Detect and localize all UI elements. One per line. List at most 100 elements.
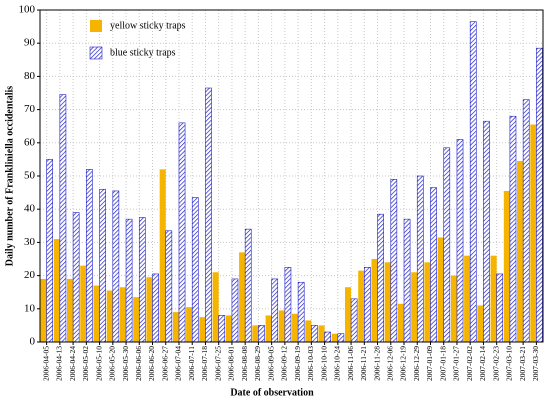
bar	[384, 262, 391, 342]
bar	[72, 212, 80, 343]
x-tick-label: 2006-09-19	[293, 346, 302, 381]
x-tick-label: 2006-07-25	[213, 346, 222, 381]
x-tick-label: 2007-02-23	[491, 346, 500, 381]
bar	[403, 218, 411, 343]
bar	[530, 124, 537, 342]
bar	[225, 315, 232, 342]
bar	[503, 190, 510, 342]
x-tick-label: 2006-05-20	[108, 346, 117, 381]
bar	[278, 310, 285, 342]
bar	[106, 290, 113, 342]
x-tick-label: 2007-03-21	[518, 346, 527, 381]
x-tick-label: 2007-03-10	[505, 346, 514, 381]
bar	[239, 252, 246, 342]
x-tick-label: 2006-12-19	[399, 346, 408, 381]
x-tick-label: 2006-07-04	[174, 346, 183, 381]
bar	[53, 239, 60, 342]
bar	[159, 169, 166, 342]
x-tick-label: 2006-12-06	[385, 346, 394, 381]
bar	[437, 237, 444, 342]
bar	[456, 139, 464, 343]
x-tick-label: 2006-11-21	[359, 346, 368, 381]
y-axis-title: Daily number of Frankliniella occidental…	[4, 86, 15, 266]
y-tick-label: 30	[24, 236, 36, 248]
bar	[337, 333, 345, 343]
bar	[311, 325, 318, 343]
x-axis-title: Date of observation	[230, 387, 314, 398]
bar	[138, 217, 146, 343]
bar	[252, 325, 259, 342]
x-tick-label: 2007-03-30	[531, 346, 540, 381]
bar	[186, 307, 193, 342]
x-tick-label: 2006-08-29	[253, 346, 262, 381]
bar	[172, 312, 179, 342]
legend-swatch	[89, 46, 103, 60]
bar	[469, 21, 477, 343]
bar	[305, 320, 312, 342]
bar	[390, 179, 398, 343]
legend-label: blue sticky traps	[110, 47, 176, 58]
x-tick-label: 2006-04-24	[68, 346, 77, 381]
bar	[509, 115, 517, 343]
bar	[199, 317, 206, 342]
x-tick-label: 2006-07-11	[187, 346, 196, 381]
x-tick-label: 2007-01-18	[438, 346, 447, 381]
x-tick-label: 2006-06-20	[147, 346, 156, 381]
bar	[212, 272, 219, 342]
bar	[536, 47, 543, 343]
x-tick-label: 2006-10-24	[333, 346, 342, 381]
bar	[443, 147, 451, 343]
bar	[424, 262, 431, 342]
bar	[125, 218, 133, 343]
bar	[350, 298, 358, 343]
x-tick-label: 2006-09-05	[266, 346, 275, 381]
bar	[133, 297, 140, 342]
bar	[271, 278, 279, 343]
legend-swatch	[90, 20, 102, 32]
x-tick-label: 2006-11-28	[372, 346, 381, 381]
bar	[178, 122, 186, 343]
bar	[152, 273, 159, 343]
x-tick-label: 2007-02-14	[478, 346, 487, 381]
bar	[324, 331, 331, 343]
bar	[464, 255, 471, 342]
bar	[450, 275, 457, 342]
bar	[93, 285, 100, 342]
bar	[477, 305, 484, 342]
bar	[318, 325, 325, 342]
y-tick-label: 70	[24, 103, 36, 115]
x-tick-label: 2006-07-18	[200, 346, 209, 381]
bar	[265, 315, 272, 342]
y-tick-label: 10	[24, 302, 36, 314]
bar	[371, 259, 378, 342]
x-tick-label: 2006-11-06	[346, 346, 355, 381]
bar	[112, 190, 120, 343]
bar	[377, 213, 384, 343]
x-tick-label: 2006-10-03	[306, 346, 315, 381]
bar	[99, 188, 106, 343]
x-tick-label: 2007-01-09	[425, 346, 434, 381]
bar	[59, 94, 67, 343]
x-tick-label: 2006-04-13	[55, 346, 64, 381]
bar	[86, 169, 93, 343]
bar	[292, 313, 299, 342]
y-tick-label: 0	[30, 336, 36, 348]
bar	[344, 287, 352, 342]
bar	[258, 325, 265, 343]
bar	[517, 161, 524, 342]
y-tick-label: 80	[24, 70, 36, 82]
y-tick-label: 100	[19, 4, 36, 16]
x-tick-label: 2006-05-10	[94, 346, 103, 381]
x-tick-label: 2007-01-27	[452, 346, 461, 381]
bar	[430, 187, 437, 343]
bar	[165, 230, 173, 343]
x-tick-label: 2006-08-01	[227, 346, 236, 381]
x-tick-label: 2006-04-05	[41, 346, 50, 381]
bar	[496, 273, 504, 343]
x-tick-label: 2006-12-29	[412, 346, 421, 381]
bar	[411, 272, 418, 342]
x-tick-label: 2007-02-02	[465, 346, 474, 381]
bar	[80, 265, 87, 342]
plot-frame	[39, 9, 544, 343]
